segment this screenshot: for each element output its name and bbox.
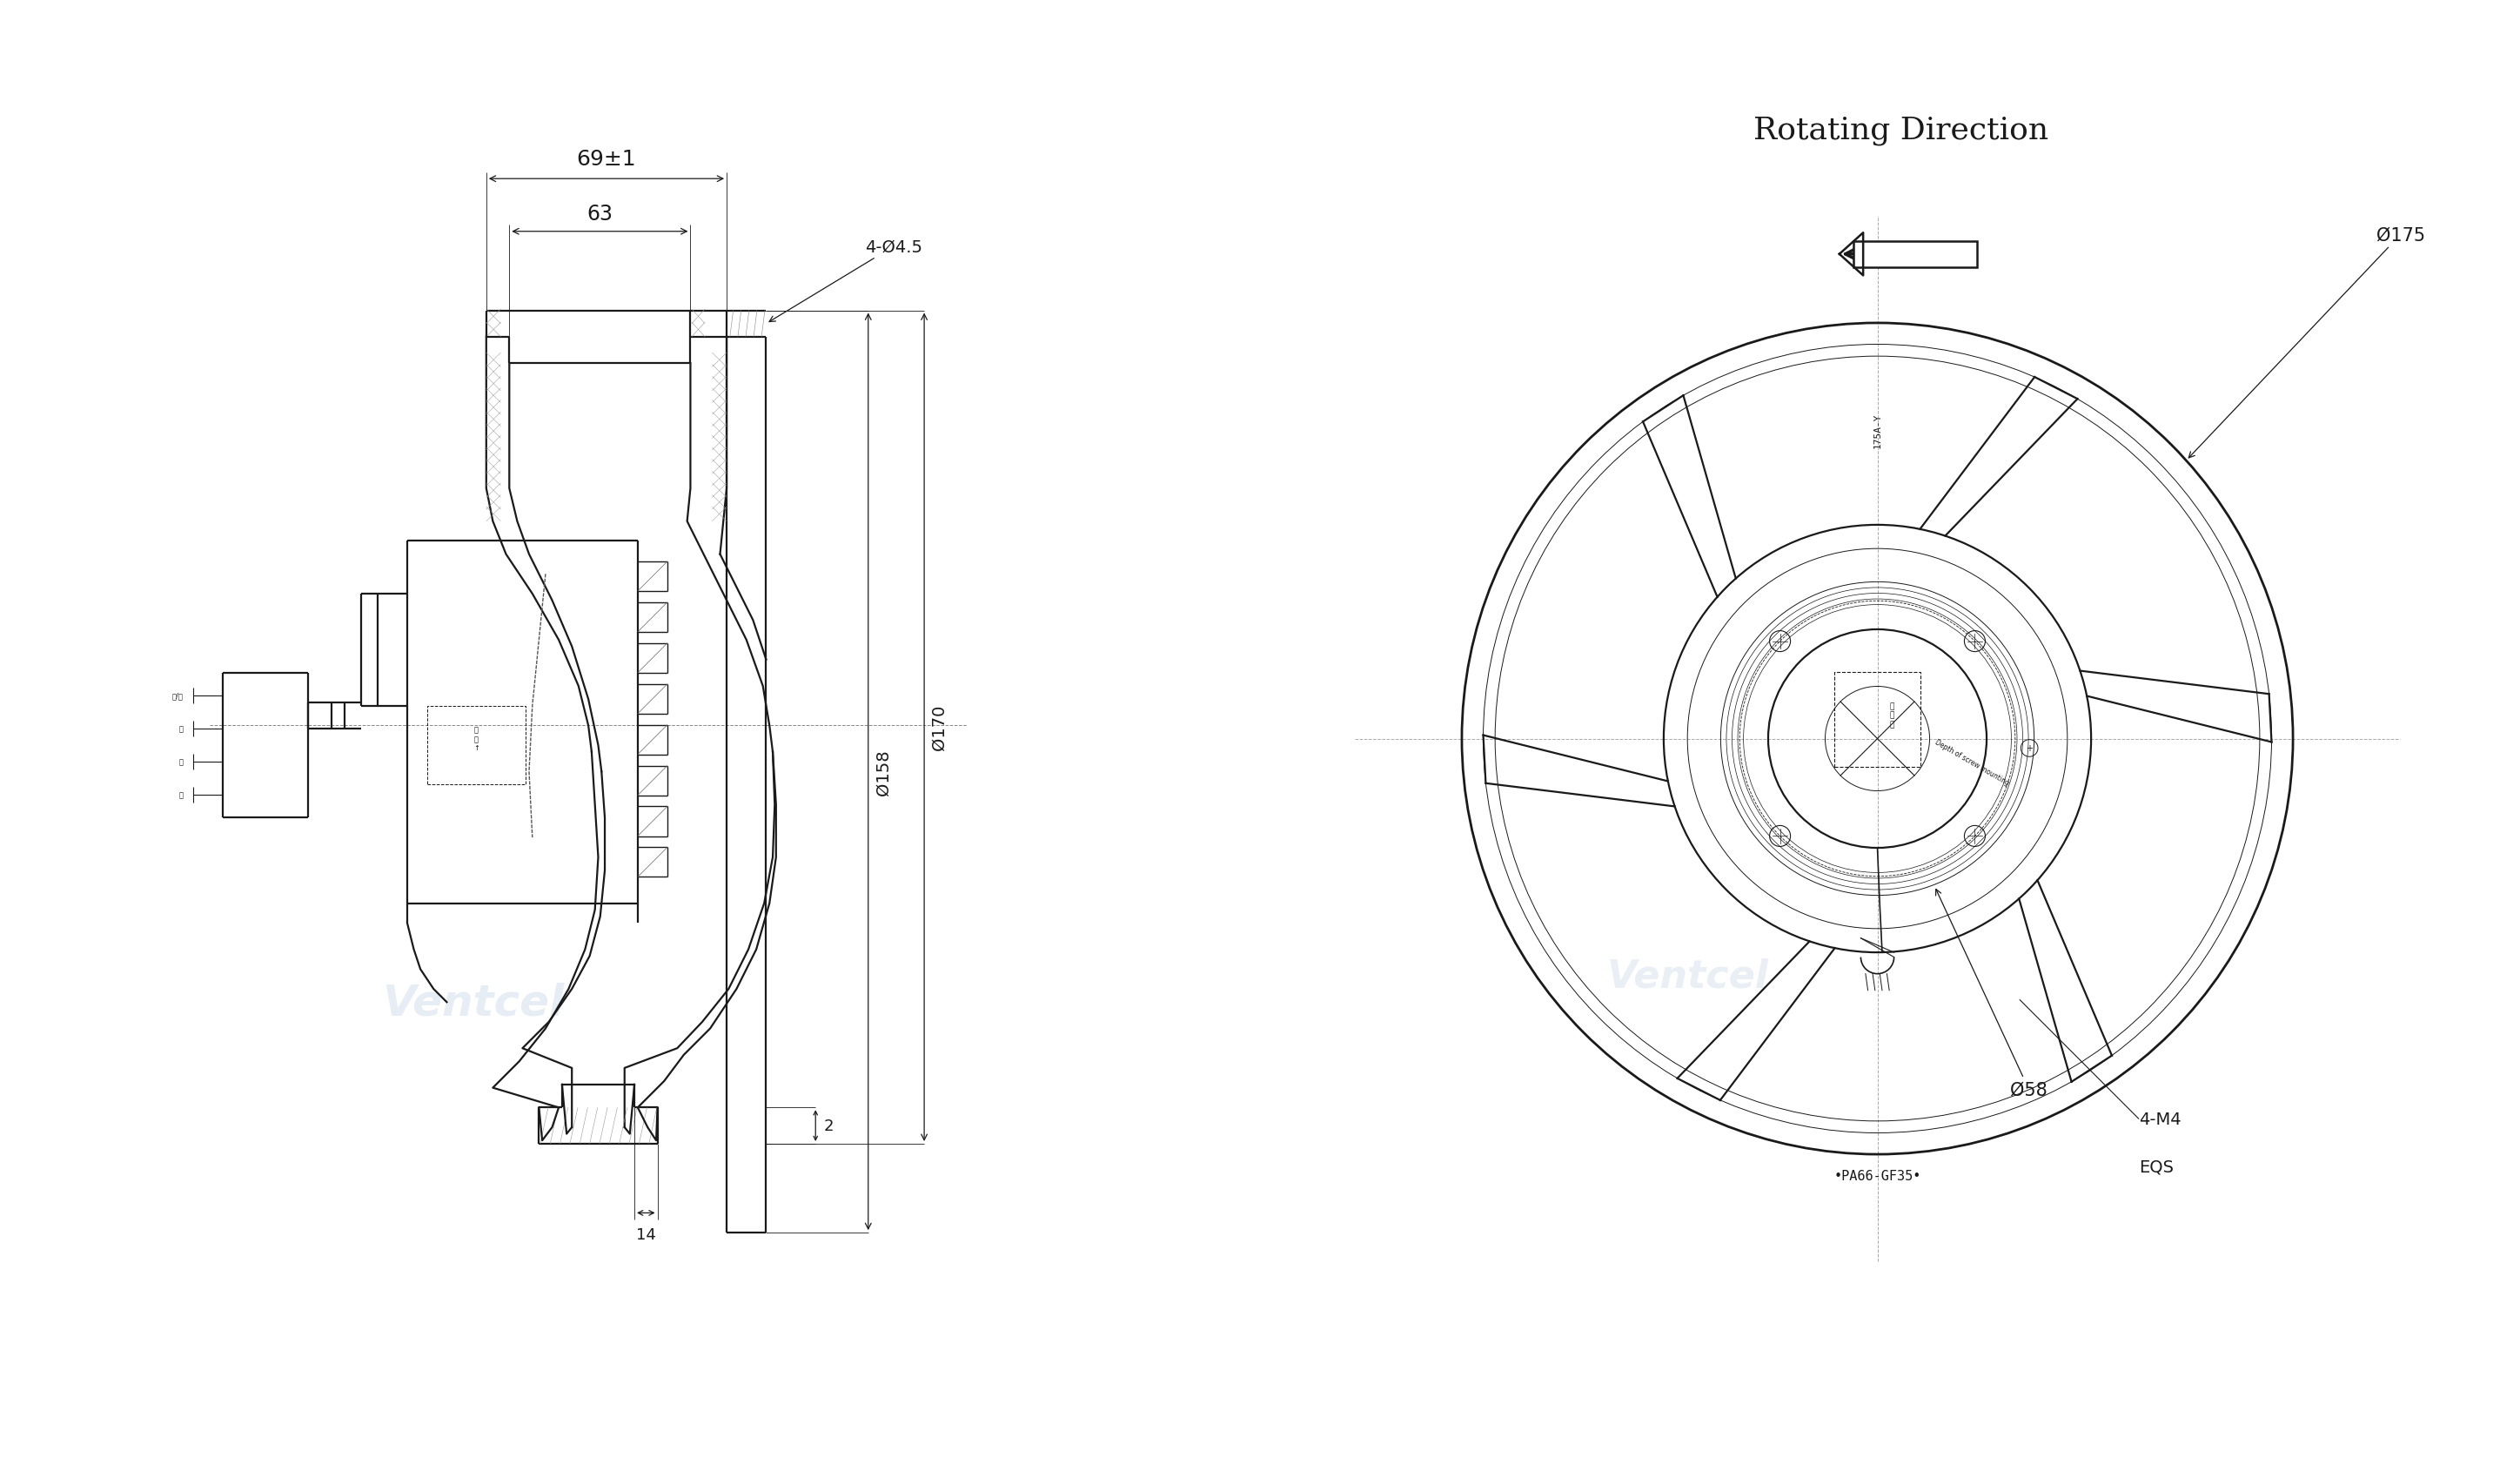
Text: 铭
牌
↑: 铭 牌 ↑ <box>474 726 479 752</box>
Text: 棕: 棕 <box>179 758 184 766</box>
Text: 2: 2 <box>824 1117 834 1134</box>
Text: 69±1: 69±1 <box>577 149 638 170</box>
Text: Ø58: Ø58 <box>1935 890 2049 1098</box>
Text: •PA66-GF35•: •PA66-GF35• <box>1835 1169 1920 1182</box>
Text: Ø158: Ø158 <box>874 749 892 795</box>
Text: Ø170: Ø170 <box>930 705 948 751</box>
Text: Ventcel: Ventcel <box>1608 958 1769 995</box>
Text: 63: 63 <box>587 204 612 225</box>
Text: 175A-Y: 175A-Y <box>1872 412 1882 448</box>
Text: Ø175: Ø175 <box>2190 226 2424 458</box>
Text: 棕/橙: 棕/橙 <box>171 692 184 701</box>
Text: Ventcel: Ventcel <box>383 981 564 1023</box>
Bar <box>426 706 527 785</box>
Bar <box>1835 672 1920 767</box>
Text: 4-M4: 4-M4 <box>2139 1110 2180 1128</box>
Text: +: + <box>2026 743 2034 752</box>
Text: EQS: EQS <box>2139 1159 2172 1175</box>
Bar <box>1855 242 1978 268</box>
Text: 14: 14 <box>635 1227 655 1242</box>
Text: 4-Ø4.5: 4-Ø4.5 <box>769 239 922 322</box>
Text: 二
铭
牌: 二 铭 牌 <box>1890 702 1895 729</box>
Text: Depth of screw mounting: Depth of screw mounting <box>1933 739 2011 788</box>
Text: 黑: 黑 <box>179 791 184 800</box>
Text: 蓝: 蓝 <box>179 726 184 733</box>
Text: Rotating Direction: Rotating Direction <box>1754 115 2049 145</box>
